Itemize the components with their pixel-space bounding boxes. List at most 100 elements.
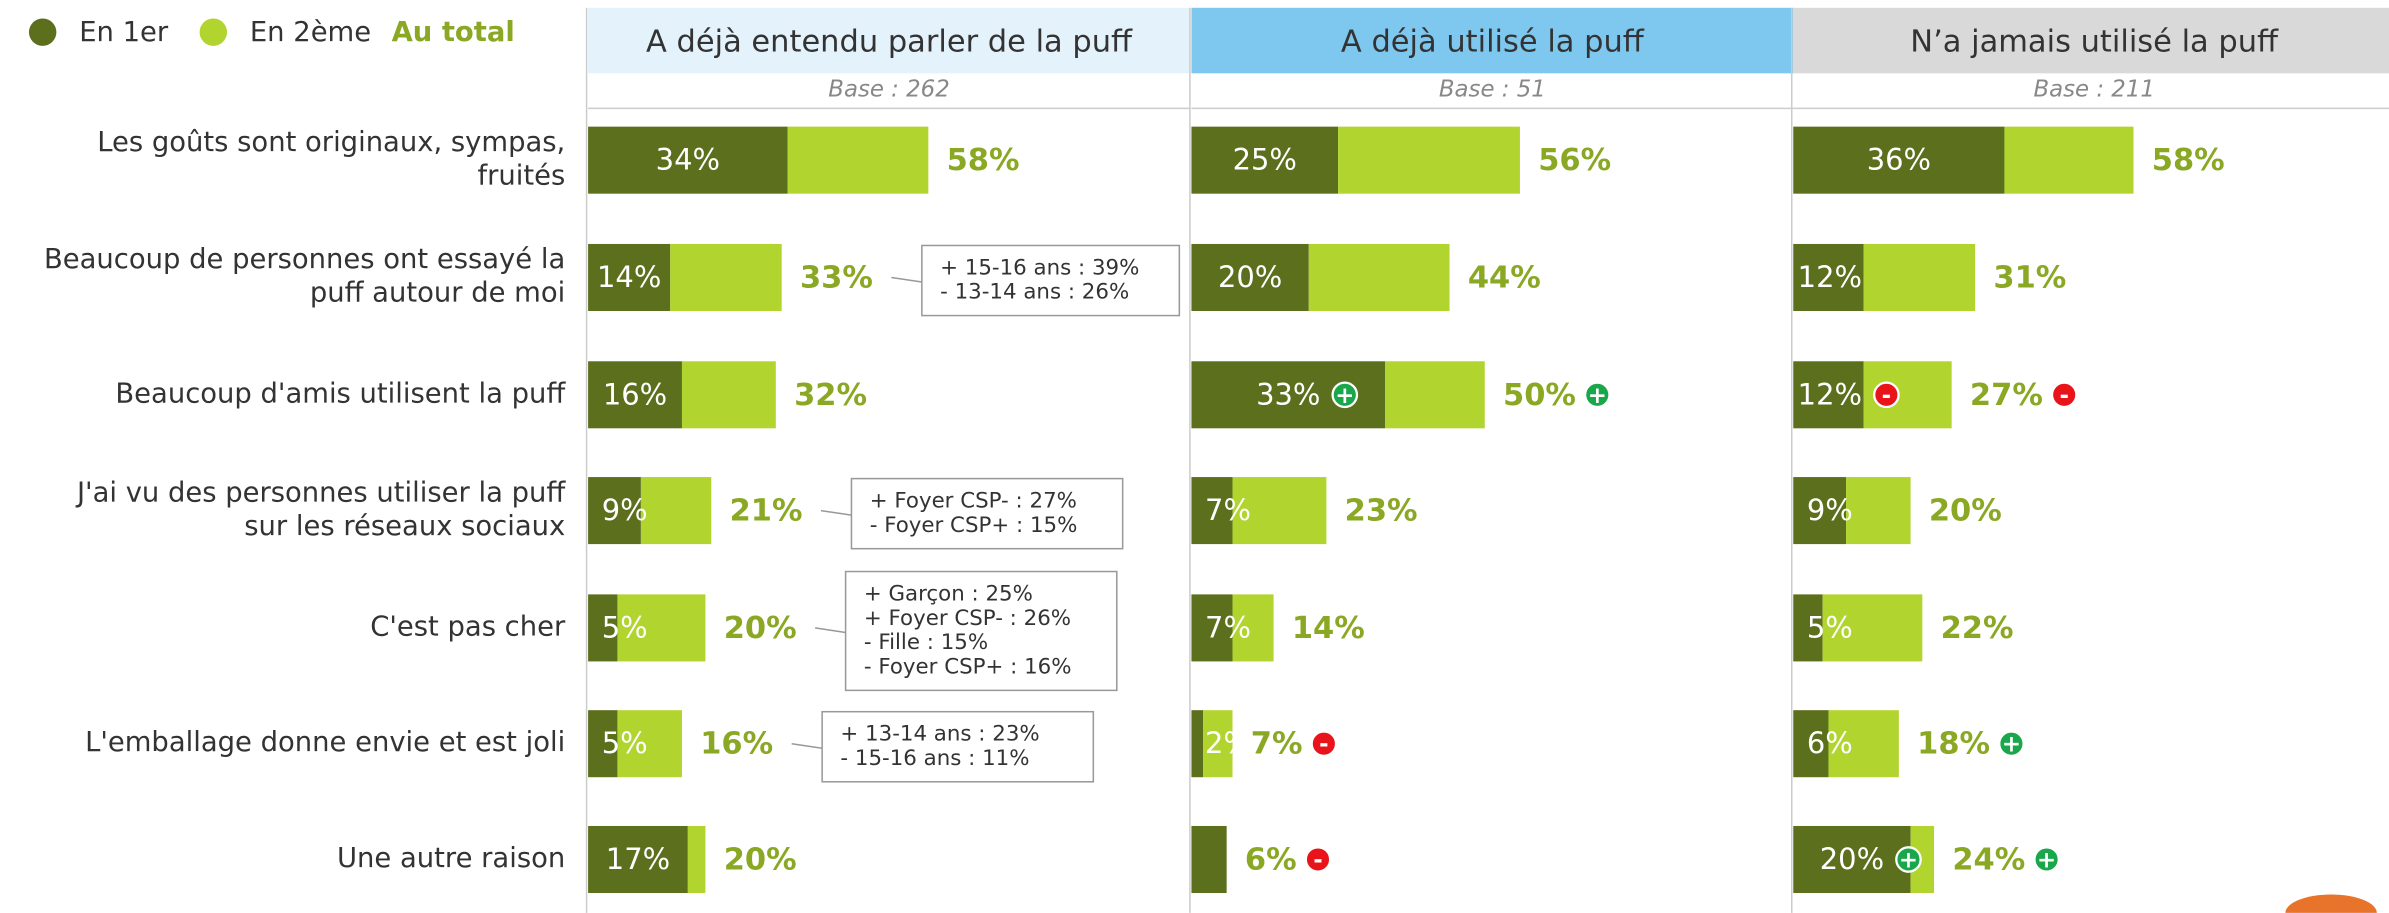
bar-segment: [1232, 594, 1274, 662]
category-label: C'est pas cher: [370, 611, 566, 642]
bar-segment: [1793, 243, 1864, 311]
category-label: puff autour de moi: [310, 278, 565, 309]
bar-segment: [670, 243, 782, 311]
panel-title: A déjà utilisé la puff: [1341, 24, 1645, 59]
segment-label: 14%: [597, 260, 661, 294]
connector: [820, 509, 852, 516]
significance-marker: [1998, 730, 2025, 758]
annotation-text: + Foyer CSP- : 26%: [864, 606, 1071, 631]
annotation-box: [821, 710, 1095, 783]
significance-sign: -: [2059, 383, 2068, 409]
bar-segment: [787, 126, 929, 194]
total-label: 58%: [2152, 143, 2225, 178]
category-label: fruités: [477, 160, 565, 191]
connector: [815, 627, 846, 634]
annotation-text: - Foyer CSP+ : 15%: [870, 513, 1078, 538]
legend-label: En 2ème: [250, 17, 371, 48]
bar-segment: [1910, 825, 1935, 894]
total-label: 21%: [730, 494, 803, 529]
bar-segment: [588, 825, 688, 894]
significance-sign: +: [1335, 383, 1354, 409]
total-label: 22%: [1941, 611, 2014, 646]
total-label: 20%: [724, 843, 797, 878]
bar-segment: [1232, 477, 1327, 545]
category-label: sur les réseaux sociaux: [244, 511, 565, 542]
bar-segment: [588, 477, 641, 545]
total-label: 6%: [1245, 843, 1297, 878]
category-label: J'ai vu des personnes utiliser la puff: [75, 477, 566, 508]
category-label: Les goûts sont originaux, sympas,: [97, 127, 565, 158]
bar-segment: [1385, 361, 1485, 429]
bar-segment: [1793, 825, 1911, 894]
annotation-box: [850, 477, 1124, 550]
segment-label: 5%: [602, 726, 648, 760]
segment-label: 25%: [1233, 143, 1297, 177]
significance-sign: -: [1882, 383, 1891, 409]
legend-swatch: [28, 18, 57, 46]
bar-segment: [1191, 710, 1204, 778]
significance-sign: -: [1313, 848, 1322, 874]
segment-label: 12%: [1798, 260, 1862, 294]
bar-segment: [1793, 477, 1847, 545]
total-label: 18%: [1917, 727, 1990, 762]
category-label: L'emballage donne envie et est joli: [85, 727, 565, 758]
bar-segment: [2004, 126, 2134, 194]
significance-marker: [1331, 381, 1359, 409]
total-label: 16%: [700, 727, 773, 762]
panel-base: Base : 262: [828, 77, 949, 103]
bar-segment: [588, 361, 682, 429]
category-label: Beaucoup d'amis utilisent la puff: [115, 378, 566, 409]
panel-title: A déjà entendu parler de la puff: [646, 24, 1133, 59]
annotation-text: - Fille : 15%: [864, 630, 988, 655]
panel-base: Base : 211: [2033, 77, 2154, 103]
bar-segment: [617, 710, 682, 778]
panel-title: N’a jamais utilisé la puff: [1910, 24, 2279, 59]
total-label: 50%: [1503, 378, 1576, 413]
segment-label: 20%: [1820, 842, 1884, 876]
legend-label: En 1er: [79, 17, 169, 48]
bar-segment: [588, 243, 671, 311]
annotation-text: + 13-14 ans : 23%: [840, 722, 1039, 747]
total-label: 27%: [1970, 378, 2043, 413]
total-label: 24%: [1952, 843, 2025, 878]
category-label: Beaucoup de personnes ont essayé la: [44, 244, 565, 275]
connector: [891, 276, 922, 283]
significance-sign: +: [2002, 732, 2021, 758]
bar-segment: [588, 710, 618, 778]
segment-label: 36%: [1867, 143, 1931, 177]
total-label: 20%: [1929, 494, 2002, 529]
significance-sign: -: [1319, 732, 1328, 758]
total-label: 33%: [800, 261, 873, 296]
bar-segment: [1828, 710, 1899, 778]
significance-marker: [1583, 381, 1611, 409]
segment-label: 34%: [656, 143, 720, 177]
total-label: 14%: [1292, 611, 1365, 646]
bar-segment: [1191, 594, 1233, 662]
total-label: 23%: [1345, 494, 1418, 529]
panel-header: [1793, 7, 2389, 74]
significance-marker: [1304, 846, 1332, 873]
total-label: 20%: [724, 611, 797, 646]
bar-segment: [1191, 477, 1233, 545]
annotation-box: [844, 570, 1118, 692]
bar-segment: [588, 126, 788, 194]
bar-segment: [1338, 126, 1520, 194]
total-label: 44%: [1468, 261, 1541, 296]
total-label: 31%: [1993, 261, 2066, 296]
connector: [791, 742, 823, 750]
significance-sign: +: [1899, 848, 1918, 874]
bar-segment: [1793, 126, 2005, 194]
bar-segment: [687, 825, 706, 894]
bar-segment: [1863, 243, 1976, 311]
significance-marker: [1310, 730, 1338, 758]
significance-sign: +: [2037, 848, 2056, 874]
annotation-text: - 15-16 ans : 11%: [840, 746, 1029, 771]
significance-marker: [2033, 846, 2060, 873]
total-label: 56%: [1538, 143, 1611, 178]
significance-sign: +: [1588, 383, 1607, 409]
annotation-text: + 15-16 ans : 39%: [940, 255, 1139, 280]
segment-label: 17%: [606, 842, 670, 876]
total-label: 58%: [947, 143, 1020, 178]
significance-marker: [1873, 381, 1900, 409]
